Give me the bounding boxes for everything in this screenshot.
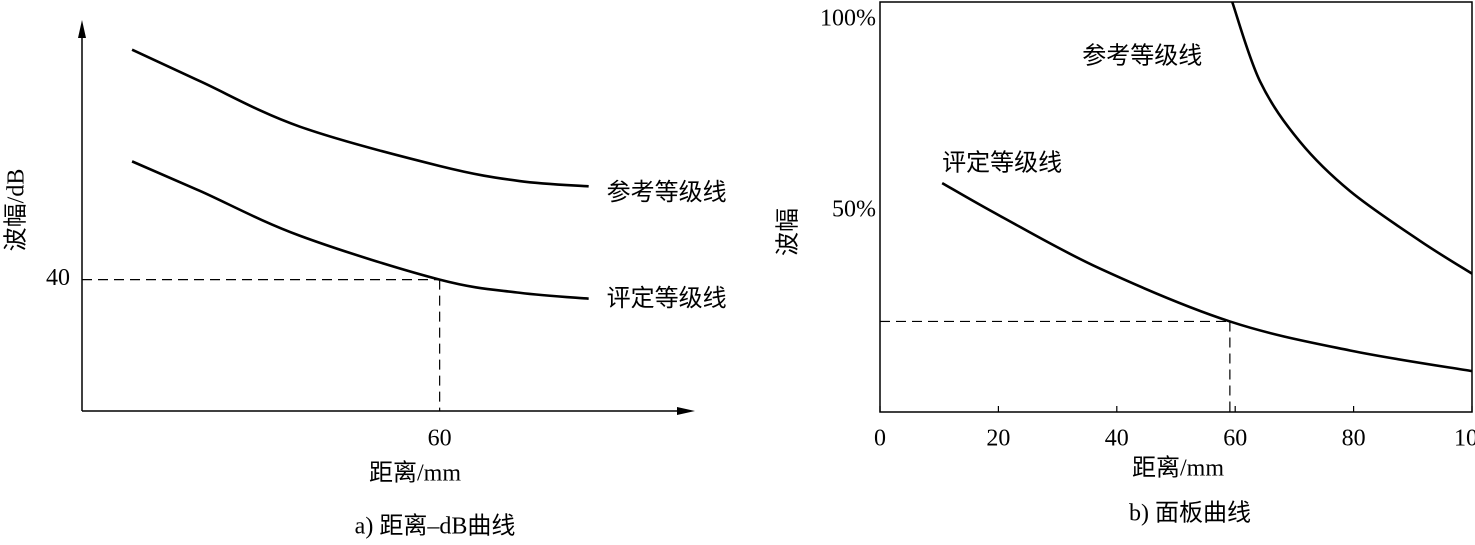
caption: a) 距离–dB曲线 [355, 513, 516, 540]
x-axis-label: 距离/mm [369, 460, 461, 487]
x-tick-label: 100 [1454, 426, 1475, 452]
curve [131, 48, 589, 188]
x-tick-label: 60 [1223, 426, 1247, 452]
caption: b) 面板曲线 [1129, 500, 1251, 527]
curve [131, 160, 589, 300]
y-tick-label: 100% [820, 5, 876, 31]
series-label: 参考等级线 [607, 179, 727, 206]
x-tick-label: 0 [874, 426, 886, 452]
curve [941, 181, 1473, 373]
y-tick-label: 50% [832, 197, 876, 223]
x-tick-label: 80 [1342, 426, 1366, 452]
plot-frame [879, 1, 1473, 413]
x-tick-label: 20 [986, 426, 1010, 452]
series-label: 评定等级线 [607, 285, 727, 312]
x-tick-label: 40 [1105, 426, 1129, 452]
curve [1231, 1, 1473, 275]
series-label: 参考等级线 [1082, 43, 1202, 70]
y-axis-label: 波幅/dB [3, 169, 30, 252]
x-axis-label: 距离/mm [1132, 455, 1224, 482]
x-tick-label: 60 [428, 426, 452, 452]
x-axis-arrow [677, 407, 695, 415]
y-axis-arrow [78, 20, 86, 38]
y-axis-label: 波幅 [775, 208, 802, 256]
series-label: 评定等级线 [942, 150, 1062, 177]
y-tick-label: 40 [46, 265, 70, 291]
